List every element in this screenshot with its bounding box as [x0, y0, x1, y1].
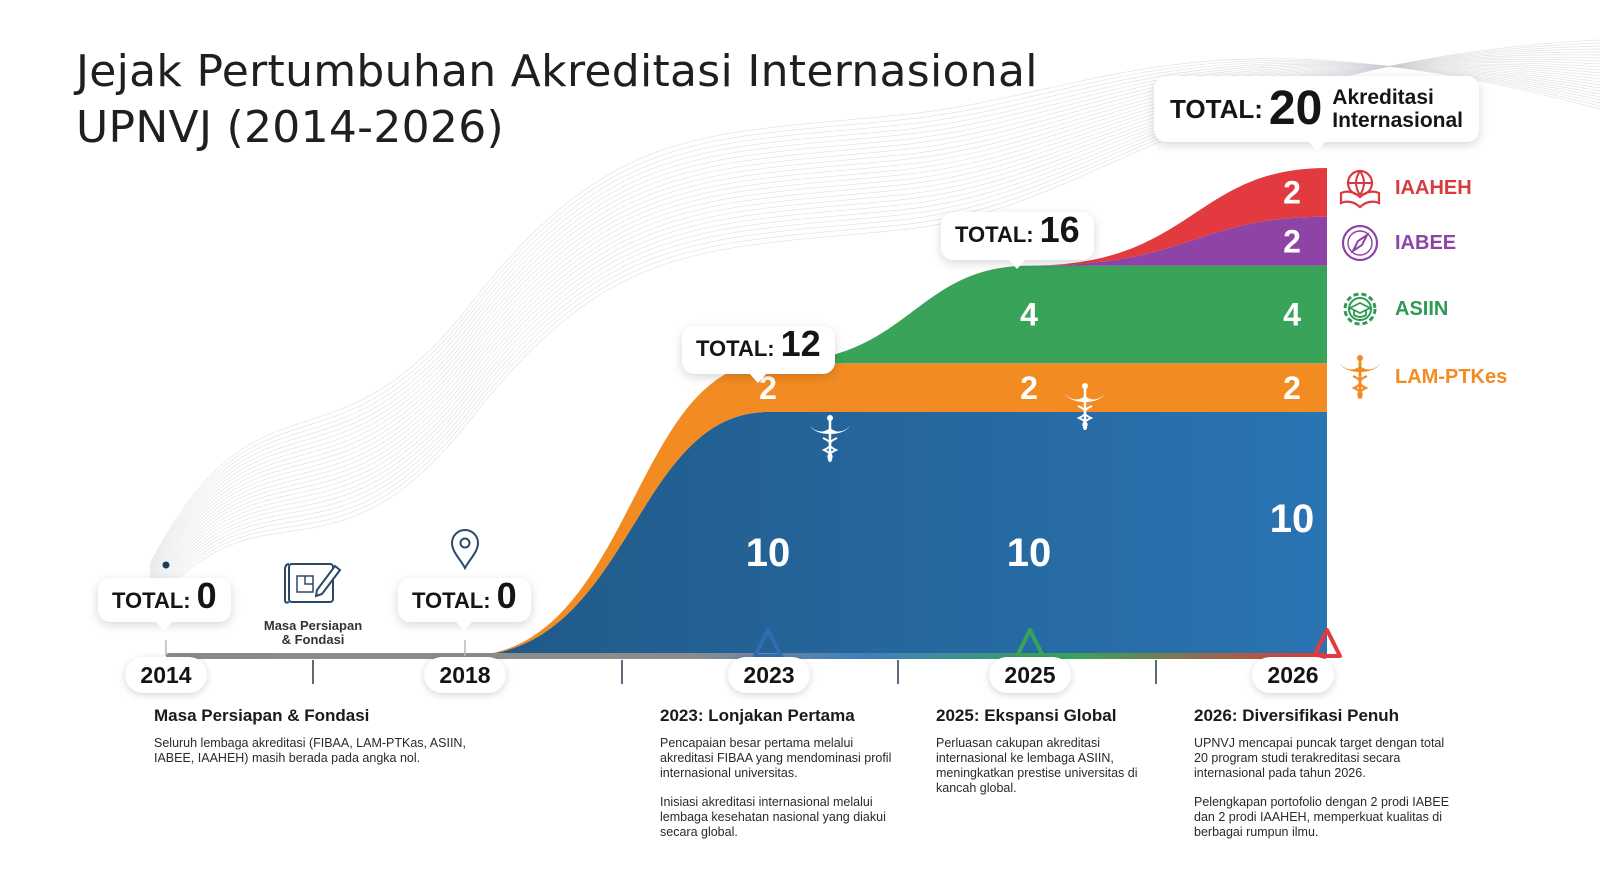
milestone-title: 2025: Ekspansi Global — [936, 706, 1117, 725]
legend-item-lam-ptkes: LAM-PTKes — [1337, 354, 1507, 400]
total-label: TOTAL: — [1170, 93, 1263, 124]
wave-line — [149, 58, 1600, 565]
total-callout-2025: TOTAL: 16 — [941, 209, 1094, 269]
globe-book-icon — [1337, 165, 1383, 211]
milestone-2023: 2023: Lonjakan Pertama Pencapaian besar … — [660, 706, 900, 854]
page-title-line-1: Jejak Pertumbuhan Akreditasi Internasion… — [76, 46, 1038, 97]
gear-graduation-cap-icon — [1337, 286, 1383, 332]
wave-line — [149, 64, 1600, 575]
total-label: TOTAL: — [412, 588, 491, 613]
milestone-2025: 2025: Ekspansi Global Perluasan cakupan … — [936, 706, 1156, 810]
segment-value-2026-iabee: 2 — [1283, 223, 1301, 259]
legend-item-iaaheh: IAAHEH — [1337, 165, 1472, 211]
year-pill-2026: 2026 — [1252, 657, 1334, 693]
year-pill-2025: 2025 — [989, 657, 1071, 693]
total-value: 20 — [1268, 82, 1323, 135]
segment-value-2025-asiin: 4 — [1020, 297, 1038, 333]
milestone-preparation: Masa Persiapan & Fondasi Seluruh lembaga… — [154, 706, 494, 780]
blueprint-pencil-icon — [284, 563, 342, 604]
prep-label-line-2: & Fondasi — [281, 632, 345, 647]
area-fibaa — [166, 412, 1327, 656]
preparation-phase-marker: Masa Persiapan & Fondasi — [252, 556, 374, 647]
legend-item-asiin: ASIIN — [1337, 286, 1448, 332]
legend-label-iabee: IABEE — [1395, 231, 1457, 254]
location-pin-icon — [450, 529, 480, 571]
total-value: 12 — [780, 323, 821, 364]
year-pill-2018: 2018 — [424, 657, 506, 693]
total-suffix-line-2: Internasional — [1332, 109, 1463, 132]
milestone-description-2: Pelengkapan portofolio dengan 2 prodi IA… — [1194, 795, 1450, 839]
area-iabee — [166, 216, 1327, 657]
milestone-description: Perluasan cakupan akreditasi internasion… — [936, 736, 1138, 795]
year-marker-2023 — [753, 628, 783, 658]
segment-value-2025-lam-ptkes: 2 — [1020, 370, 1038, 406]
milestone-title: 2023: Lonjakan Pertama — [660, 706, 855, 725]
total-callout-2026: TOTAL: 20 Akreditasi Internasional — [1154, 76, 1479, 151]
milestone-description: Seluruh lembaga akreditasi (FIBAA, LAM-P… — [154, 736, 466, 765]
area-lam-ptkes — [166, 363, 1327, 656]
legend-label-iaaheh: IAAHEH — [1395, 176, 1472, 199]
caduceus-icon — [810, 415, 850, 462]
total-value: 0 — [496, 575, 517, 616]
compass-icon — [1337, 220, 1383, 266]
total-value: 0 — [196, 575, 217, 616]
page-title: Jejak Pertumbuhan Akreditasi Internasion… — [76, 44, 1038, 156]
total-callout-2018: TOTAL: 0 — [398, 575, 531, 631]
total-label: TOTAL: — [696, 336, 775, 361]
milestone-2026: 2026: Diversifikasi Penuh UPNVJ mencapai… — [1194, 706, 1456, 854]
segment-value-2026-fibaa: 10 — [1270, 497, 1315, 541]
caduceus-icon — [1337, 354, 1383, 400]
total-callout-2023: TOTAL: 12 — [682, 323, 835, 383]
segment-value-2023-fibaa: 10 — [746, 531, 791, 575]
milestone-title: Masa Persiapan & Fondasi — [154, 706, 370, 725]
total-suffix: Akreditasi Internasional — [1332, 86, 1463, 132]
year-marker-2026 — [1312, 628, 1342, 658]
segment-value-2026-lam-ptkes: 2 — [1283, 370, 1301, 406]
caduceus-icon — [1065, 383, 1105, 430]
wave-line — [149, 61, 1600, 569]
area-iaaheh — [166, 168, 1327, 656]
page-title-line-2: UPNVJ (2014-2026) — [76, 102, 504, 153]
segment-value-2026-iaaheh: 2 — [1283, 175, 1301, 211]
milestone-title: 2026: Diversifikasi Penuh — [1194, 706, 1400, 725]
prep-label-line-1: Masa Persiapan — [263, 618, 363, 633]
area-layer — [166, 168, 1327, 657]
milestone-description: Pencapaian besar pertama melalui akredit… — [660, 736, 892, 780]
wave-line — [149, 62, 1600, 571]
total-label: TOTAL: — [112, 588, 191, 613]
area-asiin — [166, 265, 1327, 656]
milestone-description: UPNVJ mencapai puncak target dengan tota… — [1194, 736, 1445, 780]
total-label: TOTAL: — [955, 222, 1034, 247]
legend-label-lam-ptkes: LAM-PTKes — [1395, 365, 1508, 388]
milestone-description-2: Inisiasi akreditasi internasional melalu… — [660, 795, 886, 839]
total-suffix-line-1: Akreditasi — [1332, 86, 1434, 109]
wave-line — [149, 63, 1600, 573]
chart-decorations — [162, 383, 1105, 571]
total-callout-2014: TOTAL: 0 — [98, 575, 231, 631]
segment-value-2025-fibaa: 10 — [1007, 531, 1052, 575]
legend-item-iabee: IABEE — [1337, 220, 1456, 266]
start-dot — [162, 561, 170, 569]
total-value: 16 — [1039, 209, 1080, 250]
year-pill-2023: 2023 — [728, 657, 810, 693]
segment-value-2026-asiin: 4 — [1283, 297, 1301, 333]
legend-label-asiin: ASIIN — [1395, 297, 1449, 320]
wave-line — [149, 60, 1600, 567]
year-marker-2025 — [1015, 628, 1045, 658]
year-pill-2014: 2014 — [125, 657, 207, 693]
